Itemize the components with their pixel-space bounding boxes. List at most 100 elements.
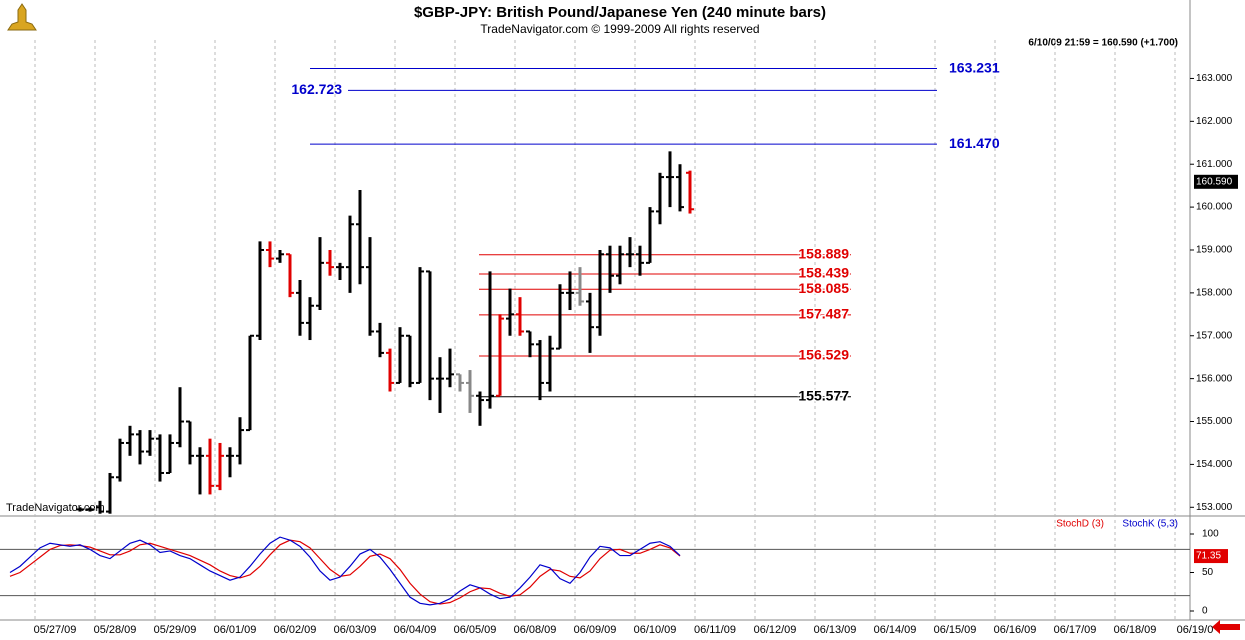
ohlc-bar	[626, 237, 634, 268]
ohlc-bar	[636, 245, 644, 276]
ohlc-bar	[666, 151, 674, 208]
stoch-line	[9, 536, 681, 606]
x-tick-label: 06/18/09	[1114, 624, 1157, 636]
y-tick-label: 159.000	[1196, 245, 1233, 256]
ohlc-bar	[226, 447, 234, 478]
ohlc-bar	[86, 507, 94, 512]
x-tick-label: 06/09/09	[574, 624, 617, 636]
x-tick-label: 06/17/09	[1054, 624, 1097, 636]
ohlc-bar	[126, 425, 134, 456]
ohlc-bar	[316, 237, 324, 311]
level-label: 156.529	[798, 347, 849, 363]
y-tick-label: 50	[1202, 567, 1214, 578]
ohlc-bar	[406, 334, 414, 388]
level-label: 157.487	[798, 306, 849, 322]
ohlc-bar	[686, 170, 694, 214]
ohlc-bar	[596, 249, 604, 336]
ohlc-bar	[416, 267, 424, 384]
legend-label: StochK (5,3)	[1122, 519, 1178, 530]
ohlc-bar	[96, 500, 104, 514]
ohlc-bar	[446, 348, 454, 388]
x-tick-label: 05/27/09	[34, 624, 77, 636]
ohlc-bar	[76, 507, 84, 512]
y-tick-label: 158.000	[1196, 288, 1233, 299]
x-tick-label: 06/11/09	[694, 624, 736, 636]
x-tick-label: 06/12/09	[754, 624, 797, 636]
level-label: 161.470	[949, 135, 1000, 151]
ohlc-bar	[176, 387, 184, 448]
level-label: 158.085	[798, 280, 849, 296]
ohlc-bar	[186, 420, 194, 465]
ohlc-bar	[146, 430, 154, 456]
y-tick-label: 163.000	[1196, 73, 1233, 84]
ohlc-bar	[486, 271, 494, 409]
ohlc-bar	[646, 207, 654, 264]
ohlc-bar	[516, 297, 524, 336]
ohlc-bar	[336, 262, 344, 281]
legend-label: StochD (3)	[1056, 519, 1104, 530]
scroll-arrow[interactable]	[1212, 620, 1240, 634]
x-tick-label: 06/16/09	[994, 624, 1037, 636]
ohlc-bar	[136, 430, 144, 465]
logo	[7, 3, 37, 31]
ohlc-bar	[426, 270, 434, 401]
x-tick-label: 06/19/0	[1177, 624, 1214, 636]
x-tick-label: 06/02/09	[274, 624, 317, 636]
x-tick-label: 06/15/09	[934, 624, 977, 636]
y-tick-label: 0	[1202, 606, 1208, 617]
x-tick-label: 06/05/09	[454, 624, 497, 636]
y-tick-label: 153.000	[1196, 502, 1233, 513]
ohlc-bar	[606, 245, 614, 293]
y-tick-label: 100	[1202, 529, 1219, 540]
ohlc-bar	[546, 335, 554, 392]
x-tick-label: 06/04/09	[394, 624, 437, 636]
ohlc-bar	[616, 245, 624, 285]
ohlc-bar	[286, 253, 294, 298]
x-tick-label: 06/08/09	[514, 624, 557, 636]
x-tick-label: 05/29/09	[154, 624, 197, 636]
y-tick-label: 162.000	[1196, 116, 1233, 127]
ohlc-bar	[306, 297, 314, 341]
ohlc-bar	[346, 215, 354, 293]
y-tick-label: 160.000	[1196, 202, 1233, 213]
ohlc-bar	[356, 189, 364, 285]
ohlc-bar	[156, 434, 164, 482]
last-value-label: 71.35	[1196, 551, 1221, 562]
ohlc-bar	[466, 370, 474, 413]
ohlc-bar	[456, 373, 464, 392]
ohlc-bar	[656, 172, 664, 225]
ohlc-bar	[326, 249, 334, 276]
ohlc-bar	[556, 284, 564, 350]
x-tick-label: 06/14/09	[874, 624, 917, 636]
x-tick-label: 06/13/09	[814, 624, 857, 636]
y-tick-label: 156.000	[1196, 373, 1233, 384]
chart-subtitle: TradeNavigator.com © 1999-2009 All right…	[480, 22, 759, 36]
ohlc-bar	[386, 348, 394, 392]
level-label: 158.889	[798, 245, 849, 261]
ohlc-bar	[586, 292, 594, 353]
ohlc-bar	[106, 472, 114, 514]
level-label: 158.439	[798, 265, 849, 281]
ohlc-bar	[476, 391, 484, 426]
ohlc-bar	[366, 237, 374, 336]
last-price-label: 160.590	[1196, 176, 1233, 187]
ohlc-bar	[436, 357, 444, 413]
ohlc-bar	[536, 340, 544, 401]
ohlc-bar	[296, 280, 304, 336]
chart-title: $GBP-JPY: British Pound/Japanese Yen (24…	[414, 4, 826, 21]
stoch-line	[9, 539, 681, 605]
level-label: 162.723	[291, 81, 342, 97]
ohlc-bar	[526, 330, 534, 358]
ohlc-bar	[216, 442, 224, 491]
y-tick-label: 154.000	[1196, 459, 1233, 470]
y-tick-label: 157.000	[1196, 330, 1233, 341]
x-tick-label: 06/10/09	[634, 624, 677, 636]
ohlc-bar	[676, 164, 684, 212]
y-tick-label: 161.000	[1196, 159, 1233, 170]
ohlc-bar	[496, 314, 504, 397]
ohlc-bar	[206, 438, 214, 495]
ohlc-bar	[266, 241, 274, 268]
x-tick-label: 06/01/09	[214, 624, 257, 636]
y-tick-label: 155.000	[1196, 416, 1233, 427]
